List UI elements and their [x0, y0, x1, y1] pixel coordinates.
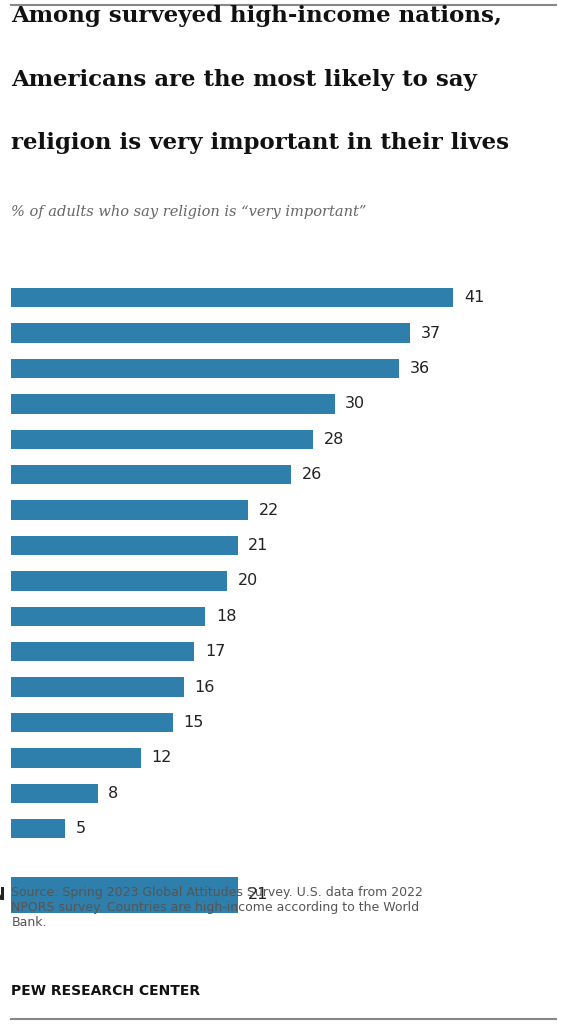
Bar	[11, 749, 141, 768]
Text: 22: 22	[259, 503, 280, 517]
Text: 18: 18	[216, 609, 236, 624]
Bar	[11, 642, 194, 662]
Bar	[11, 394, 335, 414]
Text: 17: 17	[205, 644, 226, 659]
Text: 8: 8	[108, 785, 119, 801]
Text: 12: 12	[151, 751, 172, 765]
Text: 28: 28	[324, 432, 344, 446]
Bar	[11, 606, 205, 626]
Text: % of adults who say religion is “very important”: % of adults who say religion is “very im…	[11, 205, 367, 219]
Bar	[11, 288, 453, 307]
Text: Americans are the most likely to say: Americans are the most likely to say	[11, 69, 477, 90]
Bar	[11, 783, 98, 803]
Text: 15: 15	[184, 715, 204, 730]
Text: 30: 30	[345, 396, 365, 412]
Text: 20: 20	[238, 573, 258, 589]
Bar	[11, 465, 291, 484]
Bar	[11, 819, 65, 839]
Text: 36: 36	[410, 361, 430, 376]
Bar	[11, 358, 399, 378]
Text: 21: 21	[248, 888, 269, 902]
Bar	[11, 677, 184, 696]
Text: 37: 37	[421, 326, 441, 341]
Bar	[11, 536, 238, 555]
Text: 41: 41	[464, 290, 484, 305]
Bar	[11, 324, 410, 343]
Text: 16: 16	[194, 680, 215, 694]
Bar	[11, 430, 313, 450]
Text: 5: 5	[76, 821, 86, 837]
Bar	[11, 878, 238, 912]
Text: religion is very important in their lives: religion is very important in their live…	[11, 132, 510, 154]
Text: PEW RESEARCH CENTER: PEW RESEARCH CENTER	[11, 984, 201, 998]
Text: 26: 26	[302, 467, 323, 482]
Bar	[11, 571, 227, 591]
Text: 21: 21	[248, 538, 269, 553]
Text: Among surveyed high-income nations,: Among surveyed high-income nations,	[11, 5, 502, 27]
Bar	[11, 713, 173, 732]
Bar	[11, 501, 248, 520]
Text: Source: Spring 2023 Global Attitudes Survey. U.S. data from 2022
NPORS survey. C: Source: Spring 2023 Global Attitudes Sur…	[11, 886, 423, 929]
Text: MEDIAN: MEDIAN	[0, 886, 6, 904]
